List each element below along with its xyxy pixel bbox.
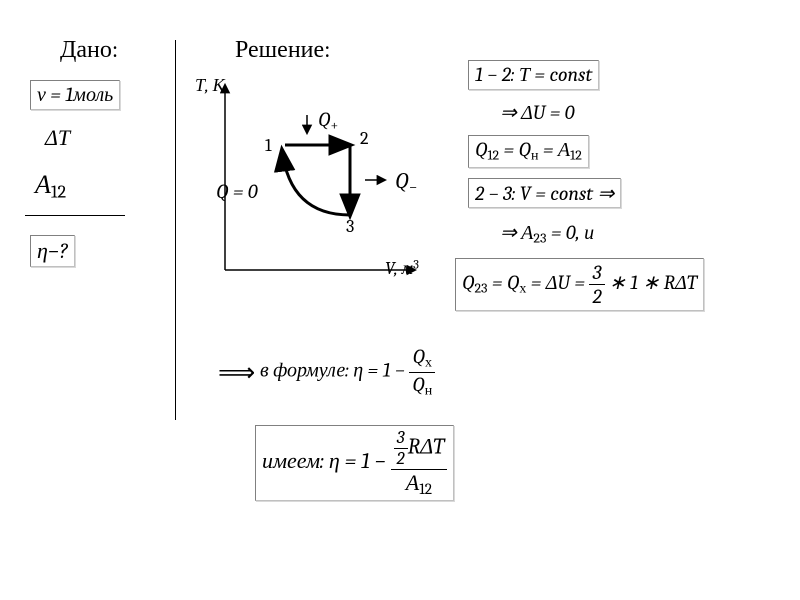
given-dT: ΔТ [45, 125, 70, 151]
line-2-3-isochore: 2 − 3: V = const ⇒ [468, 178, 621, 208]
l3s2: н [531, 147, 539, 164]
l3a: Q [475, 138, 487, 161]
l8nfd: 2 [394, 448, 408, 469]
given-nu: ν = 1моль [30, 80, 120, 110]
implies-arrow-icon: ⟹ [218, 358, 255, 388]
l8a: имеем: η = 1 − [262, 448, 391, 474]
diagram-Qminus-sym: Q [395, 168, 409, 194]
diagram-Qplus-sign: + [330, 117, 338, 134]
l7n: Q [413, 345, 425, 368]
l3b: = Q [499, 138, 531, 161]
diagram-x-label: V, м3 [385, 258, 419, 279]
diagram-Qminus-sign: − [409, 178, 418, 196]
l7a: в формуле: η = 1 − [260, 359, 409, 382]
diagram-point-3: 3 [346, 216, 354, 237]
l8nfn: 3 [394, 428, 408, 448]
l7d: Q [412, 373, 424, 396]
line-result: имеем: η = 1 − 32RΔT А12 [255, 425, 454, 501]
l5a: ⇒ А [500, 221, 533, 244]
l7ds: н [425, 381, 433, 398]
l8d: А [406, 470, 419, 496]
l6a: Q [462, 271, 474, 294]
diagram-Qplus: Q+ [318, 108, 338, 134]
solution-heading: Решение: [235, 35, 331, 64]
line-formula-eta: в формуле: η = 1 − QхQн [260, 345, 435, 399]
line-dU-zero: ⇒ ΔU = 0 [500, 100, 575, 125]
l5s: 23 [533, 230, 546, 247]
given-A12-label: А [35, 170, 51, 200]
l6b: = Q [488, 271, 520, 294]
given-heading: Дано: [60, 35, 118, 64]
diagram-point-1: 1 [265, 135, 272, 156]
l7ns: х [425, 354, 432, 371]
given-A12: А12 [35, 170, 66, 203]
diagram-x-label-sup: 3 [413, 258, 419, 272]
diagram-x-label-text: V, м [385, 258, 413, 279]
l8ds: 12 [419, 480, 432, 498]
l5b: = 0, и [546, 221, 594, 244]
l6c: = ΔU = [526, 271, 589, 294]
diagram-Qminus: Q− [395, 168, 417, 196]
l3s1: 12 [487, 147, 499, 164]
line-A23-zero: ⇒ А23 = 0, и [500, 220, 594, 247]
given-A12-sub: 12 [51, 182, 66, 203]
diagram-Qzero: Q = 0 [216, 180, 258, 203]
diagram-point-2: 2 [360, 128, 369, 149]
l3c: = А [539, 138, 571, 161]
l6fd: 2 [589, 284, 604, 308]
diagram-Qplus-sym: Q [318, 108, 330, 131]
diagram-y-label: Т, К [195, 75, 225, 96]
given-separator [25, 215, 125, 216]
l3s3: 12 [570, 147, 582, 164]
divider-line [175, 40, 176, 420]
line-Q23: Q23 = Qх = ΔU = 32 ∗ 1 ∗ RΔT [455, 258, 704, 311]
l6s1: 23 [474, 280, 487, 297]
line-Q12: Q12 = Qн = А12 [468, 135, 589, 168]
line-1-2-isotherm: 1 − 2: Т = const [468, 60, 599, 90]
l8nb: RΔT [408, 434, 445, 460]
l6d: ∗ 1 ∗ RΔT [605, 271, 697, 294]
l6fn: 3 [589, 261, 604, 284]
given-eta-question: η−? [30, 235, 75, 267]
